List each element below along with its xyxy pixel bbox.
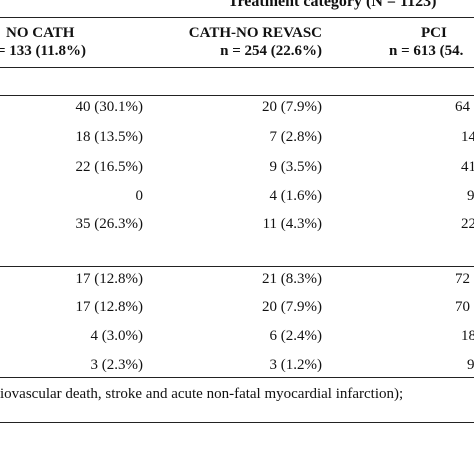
table-cell: 72 [455,271,470,287]
treatment-category-header: Treatment category (N = 1123) [228,0,437,10]
table-cell: 22 (16.5%) [75,159,144,175]
table-cell: 7 (2.8%) [269,129,323,145]
col-pci-n: n = 613 (54. [389,43,464,59]
table-cell: 9 [467,357,474,373]
col-header-no-cath: NO CATH = 133 (11.8%) [0,24,86,60]
table-cell: 0 [135,188,144,204]
table-cell: 22 [461,216,474,232]
col-cath-no-revasc-name: CATH-NO REVASC [188,25,322,41]
table-cell: 20 (7.9%) [262,299,322,315]
table-cell: 35 (26.3%) [75,216,144,232]
table-cell: 21 (8.3%) [262,271,322,287]
table-cell: 9 [467,188,474,204]
table-cell: 17 (12.8%) [75,299,144,315]
table-cell: 3 (2.3%) [90,357,144,373]
table-footnote: iovascular death, stroke and acute non-f… [0,386,404,402]
footnote-rule [0,422,474,423]
table-cell: 6 (2.4%) [269,328,323,344]
table-cell: 40 (30.1%) [75,99,144,115]
table-cell: 18 (13.5%) [75,129,144,145]
col-no-cath-name: NO CATH [6,25,75,41]
section-divider-2 [0,266,474,267]
table-cell: 9 (3.5%) [269,159,323,175]
column-header-divider [0,67,474,68]
table-cell: 64 [455,99,470,115]
table-cell: 4 (3.0%) [90,328,144,344]
table-cell: 70 [455,299,470,315]
header-underline [0,17,474,18]
table-cell: 14 [461,129,474,145]
table-cell: 17 (12.8%) [75,271,144,287]
col-header-pci: PCI n = 613 (54. [389,24,463,60]
col-pci-name: PCI [421,25,447,41]
table-cell: 3 (1.2%) [269,357,323,373]
table-bottom-rule [0,377,474,378]
col-cath-no-revasc-n: n = 254 (22.6%) [220,43,322,59]
table-cell: 4 (1.6%) [269,188,323,204]
col-no-cath-n: = 133 (11.8%) [0,43,86,59]
table-cell: 20 (7.9%) [262,99,322,115]
table-cell: 41 [461,159,474,175]
table-cell: 11 (4.3%) [262,216,322,232]
table-cell: 18 [461,328,474,344]
col-header-cath-no-revasc: CATH-NO REVASC n = 254 (22.6%) [0,24,322,60]
section-divider-1 [0,95,474,96]
